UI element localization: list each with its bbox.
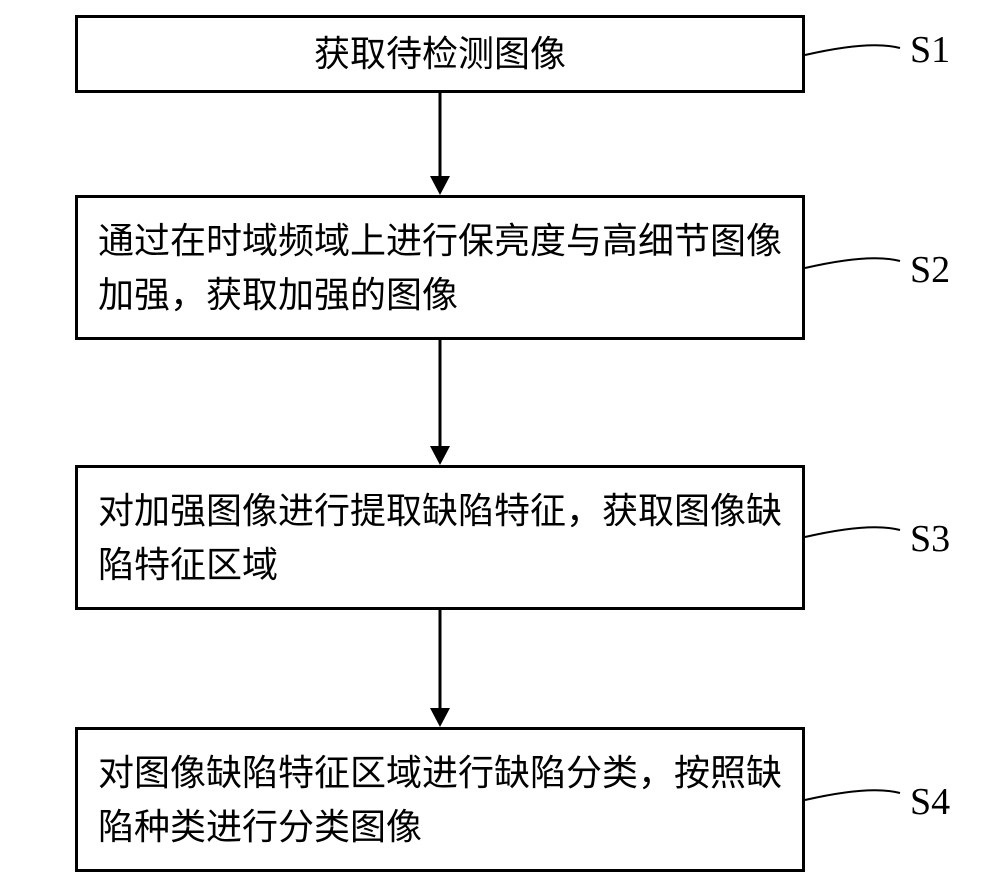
step-label-2: S2 [910, 248, 950, 292]
step-label-1: S1 [910, 28, 950, 72]
step-label-3: S3 [910, 517, 950, 561]
step-label-4: S4 [910, 780, 950, 824]
connector-4 [0, 0, 1000, 884]
flowchart-container: 获取待检测图像 通过在时域频域上进行保亮度与高细节图像加强，获取加强的图像 对加… [0, 0, 1000, 884]
